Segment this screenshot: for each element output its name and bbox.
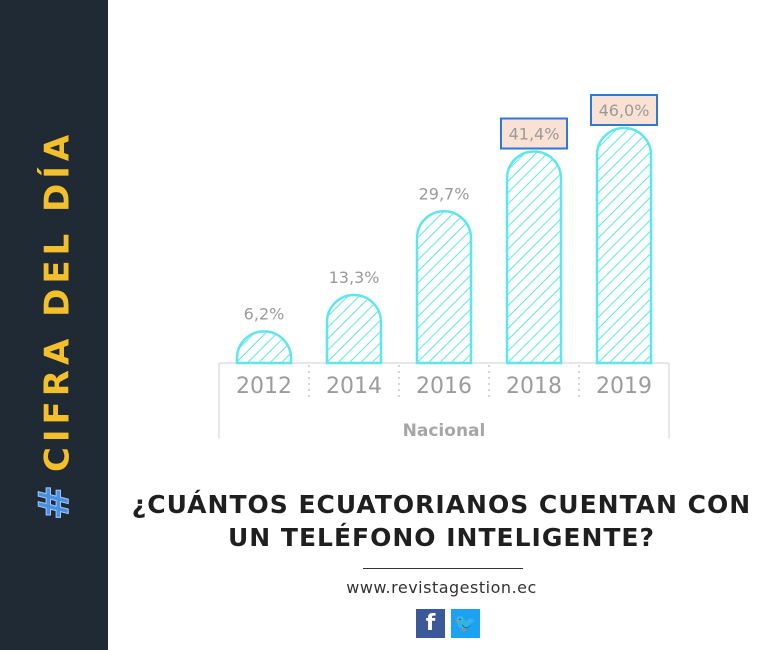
category-label-2019: 2019: [596, 374, 652, 399]
divider: [363, 568, 523, 569]
bar-2019: [595, 126, 653, 365]
value-label-2012: 6,2%: [244, 304, 285, 323]
bar-2014: [325, 293, 383, 365]
value-label-2016: 29,7%: [419, 184, 470, 203]
social-links: f 🐦: [416, 609, 480, 638]
sidebar-title: # CIFRA DEL DÍA: [29, 129, 79, 521]
value-label-2014: 13,3%: [329, 268, 380, 287]
hashtag-icon: #: [29, 480, 79, 521]
highlight-box-2018: [500, 117, 568, 150]
headline-line-2: UN TELÉFONO INTELIGENTE?: [227, 523, 655, 552]
twitter-icon[interactable]: 🐦: [451, 609, 480, 638]
headline: ¿CUÁNTOS ECUATORIANOS CUENTAN CON UN TEL…: [108, 488, 775, 554]
facebook-icon[interactable]: f: [416, 609, 445, 638]
category-label-2016: 2016: [416, 374, 472, 399]
bar-2012: [235, 330, 293, 365]
sidebar-title-text: CIFRA DEL DÍA: [37, 129, 78, 473]
bar-chart: 6,2% 2012 13,3% 2014 29,7% 2016 41,4% 2018 46,0%…: [218, 94, 670, 441]
value-label-2018: 41,4%: [509, 125, 560, 144]
headline-line-1: ¿CUÁNTOS ECUATORIANOS CUENTAN CON: [131, 490, 752, 519]
highlight-box-2019: [590, 94, 658, 126]
category-label-2012: 2012: [236, 374, 292, 399]
sidebar: # CIFRA DEL DÍA: [0, 0, 108, 650]
bar-2016: [415, 210, 473, 365]
category-label-2014: 2014: [326, 374, 382, 399]
website-url[interactable]: www.revistagestion.ec: [346, 578, 537, 597]
category-label-2018: 2018: [506, 374, 562, 399]
group-label: Nacional: [403, 421, 486, 441]
value-label-2019: 46,0%: [599, 101, 650, 120]
bar-2018: [505, 150, 563, 365]
